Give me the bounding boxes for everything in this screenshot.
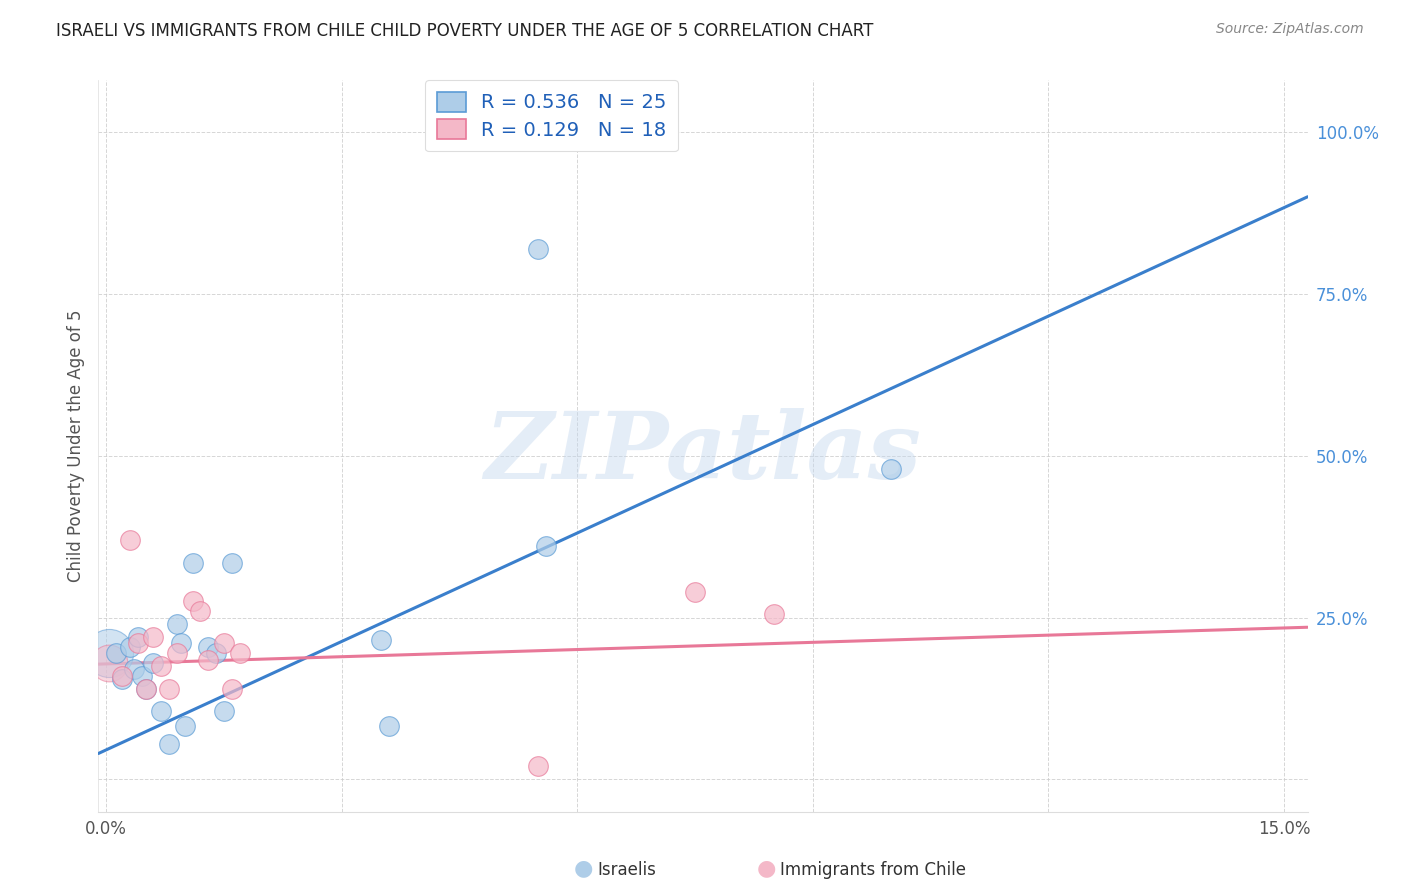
Point [527,759,550,773]
Text: ISRAELI VS IMMIGRANTS FROM CHILE CHILD POVERTY UNDER THE AGE OF 5 CORRELATION CH: ISRAELI VS IMMIGRANTS FROM CHILE CHILD P… [56,22,873,40]
Point [880,461,903,475]
Point [197,640,219,654]
Y-axis label: Child Poverty Under the Age of 5: Child Poverty Under the Age of 5 [66,310,84,582]
Point [173,719,195,733]
Point [181,556,204,570]
Point [111,669,134,683]
Point [221,556,243,570]
Point [229,646,252,660]
Point [190,604,212,618]
Point [212,636,235,650]
Point [135,681,157,696]
Point [370,633,392,648]
Point [527,242,550,256]
Point [118,533,141,547]
Text: ●: ● [756,859,776,879]
Point [197,652,219,666]
Point [127,636,149,650]
Point [762,607,785,622]
Legend: R = 0.536   N = 25, R = 0.129   N = 18: R = 0.536 N = 25, R = 0.129 N = 18 [425,80,678,152]
Point [104,646,127,660]
Point [150,705,173,719]
Point [166,617,188,632]
Text: Immigrants from Chile: Immigrants from Chile [780,861,966,879]
Point [378,719,401,733]
Point [157,681,180,696]
Point [111,672,134,686]
Point [212,705,235,719]
Text: Source: ZipAtlas.com: Source: ZipAtlas.com [1216,22,1364,37]
Point [98,656,121,670]
Point [150,659,173,673]
Point [157,737,180,751]
Point [170,636,193,650]
Point [127,630,149,644]
Point [142,656,165,670]
Point [142,630,165,644]
Point [221,681,243,696]
Point [118,640,141,654]
Point [98,646,121,660]
Point [122,662,145,676]
Text: Israelis: Israelis [598,861,657,879]
Point [181,594,204,608]
Text: ●: ● [574,859,593,879]
Point [534,539,557,553]
Point [683,584,706,599]
Text: ZIPatlas: ZIPatlas [485,409,921,499]
Point [166,646,188,660]
Point [205,646,228,660]
Point [135,681,157,696]
Point [131,669,153,683]
